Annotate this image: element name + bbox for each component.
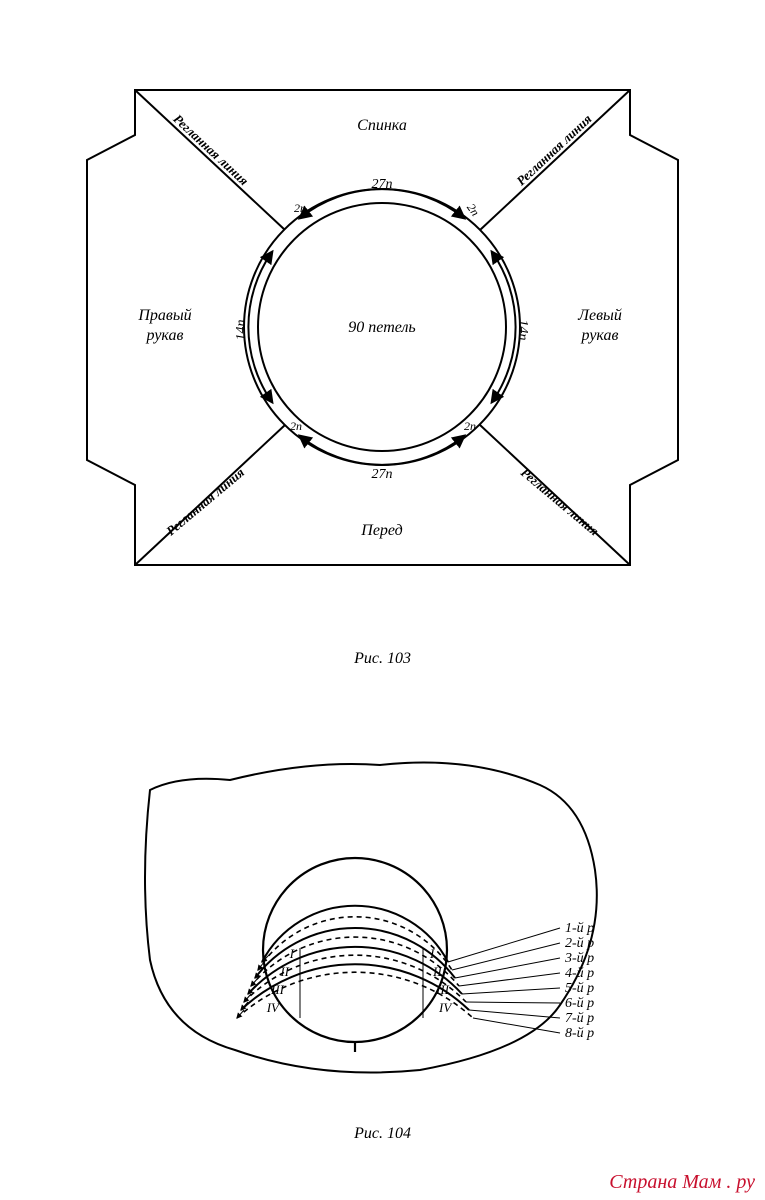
label-left-1: Правый	[137, 307, 191, 324]
lead-2	[452, 943, 560, 970]
arc-left	[248, 252, 272, 402]
roman-r-3: III	[435, 982, 450, 997]
fig-103: Спинка Перед Правый рукав Левый рукав 90…	[0, 30, 765, 620]
roman-l-4: IV	[266, 1000, 281, 1015]
page: Спинка Перед Правый рукав Левый рукав 90…	[0, 0, 765, 1200]
row-4: 4-й р	[565, 966, 594, 981]
raglan-tr	[480, 90, 630, 230]
row-7: 7-й р	[565, 1011, 594, 1026]
roman-l-2: II	[279, 964, 289, 979]
row-6: 6-й р	[565, 996, 594, 1011]
arc-top-label: 27п	[372, 177, 393, 192]
raglan-tl-label: Регланная линия	[170, 111, 251, 188]
raglan-tl	[135, 90, 285, 230]
row-5: 5-й р	[565, 981, 594, 996]
arc-bottom-label: 27п	[372, 467, 393, 482]
lead-4	[459, 973, 560, 986]
roman-l-3: III	[270, 982, 285, 997]
label-right-2: рукав	[581, 327, 619, 344]
arc-right-label: 14п	[515, 320, 530, 341]
label-bottom: Перед	[360, 522, 402, 539]
lead-6	[466, 1002, 560, 1003]
corner-br-label: 2п	[464, 419, 476, 433]
raglan-tr-label: Регланная линия	[513, 111, 594, 188]
roman-r-4: IV	[438, 1000, 453, 1015]
lead-5	[462, 988, 560, 994]
label-right-1: Левый	[577, 307, 622, 324]
corner-bl-label: 2п	[290, 419, 302, 433]
raglan-br-label: Регланная линия	[518, 465, 602, 539]
row-3: 3-й р	[564, 951, 594, 966]
fig104-caption: Рис. 104	[0, 1125, 765, 1143]
row-8: 8-й р	[565, 1026, 594, 1041]
label-center: 90 петель	[348, 319, 415, 336]
corner-tr-label: 2п	[464, 201, 482, 219]
arc-left-label: 14п	[234, 320, 249, 341]
raglan-bl-label: Регланная линия	[163, 464, 247, 538]
fig103-caption: Рис. 103	[0, 650, 765, 668]
row-1: 1-й р	[565, 921, 594, 936]
arc-right	[492, 252, 516, 402]
roman-l-1: I	[289, 946, 295, 961]
label-left-2: рукав	[146, 327, 184, 344]
fabric-outline	[145, 763, 597, 1073]
label-top: Спинка	[357, 117, 407, 134]
fig-104: 1-й р 2-й р 3-й р 4-й р 5-й р 6-й р 7-й …	[0, 730, 765, 1110]
corner-tl-label: 2п	[294, 201, 306, 215]
lead-7	[469, 1010, 560, 1018]
roman-r-1: I	[429, 946, 435, 961]
row-2: 2-й р	[565, 936, 594, 951]
roman-r-2: II	[432, 964, 442, 979]
watermark: Страна Мам . ру	[609, 1171, 755, 1194]
